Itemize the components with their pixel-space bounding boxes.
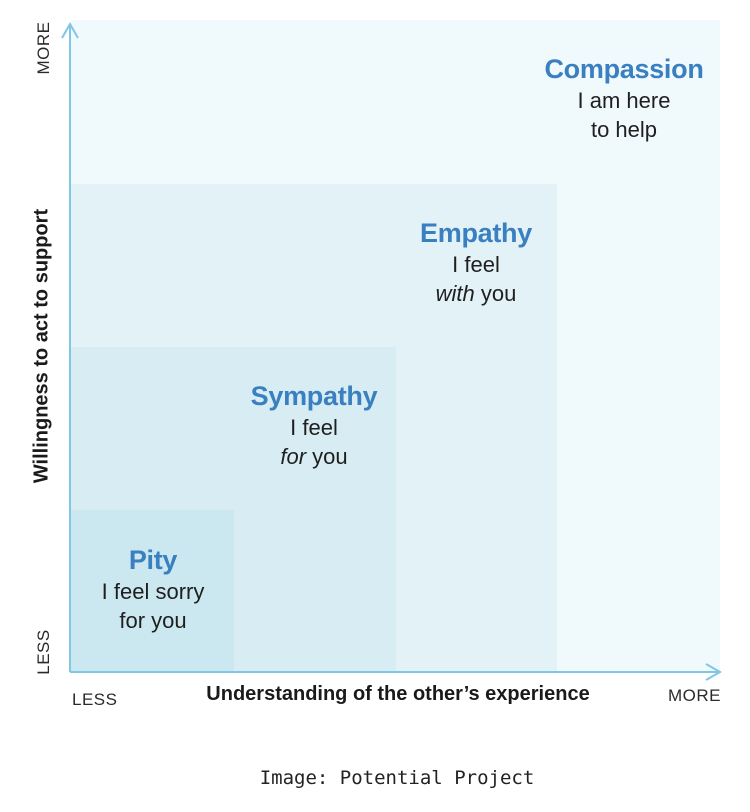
compassion-label: Compassion I am here to help: [544, 52, 703, 144]
sympathy-desc-rest: you: [306, 444, 348, 469]
x-axis-high-label: MORE: [668, 686, 721, 705]
y-axis-title: Willingness to act to support: [30, 208, 53, 484]
empathy-desc-emphasis: with: [435, 281, 475, 306]
empathy-label: Empathy I feel with you: [420, 216, 532, 308]
empathy-title: Empathy: [420, 218, 532, 248]
x-axis-title: Understanding of the other’s experience: [206, 683, 590, 705]
compassion-title: Compassion: [544, 54, 704, 84]
y-axis-high-label: MORE: [34, 21, 53, 75]
pity-title: Pity: [128, 545, 178, 575]
x-axis-low-label: LESS: [72, 690, 118, 709]
sympathy-desc-line1: I feel: [290, 415, 338, 440]
pity-region: [71, 510, 234, 672]
compassion-desc-line1: I am here: [577, 88, 671, 113]
compassion-desc-line2: to help: [590, 117, 658, 142]
pity-label: Pity I feel sorry for you: [102, 543, 205, 635]
sympathy-desc-emphasis: for: [280, 444, 307, 469]
pity-desc-line1: I feel sorry: [101, 579, 205, 604]
y-axis-low-label: LESS: [34, 629, 53, 675]
sympathy-desc-line2: for you: [251, 442, 378, 471]
sympathy-label: Sympathy I feel for you: [251, 379, 378, 471]
x-axis-arrow: [705, 663, 723, 681]
sympathy-title: Sympathy: [250, 381, 378, 411]
y-axis-arrow: [61, 21, 79, 39]
empathy-desc-line2: with you: [420, 279, 532, 308]
empathy-desc-rest: you: [474, 281, 517, 306]
pity-desc-line2: for you: [119, 608, 187, 633]
image-caption: Image: Potential Project: [259, 767, 535, 789]
empathy-desc-line1: I feel: [452, 252, 500, 277]
